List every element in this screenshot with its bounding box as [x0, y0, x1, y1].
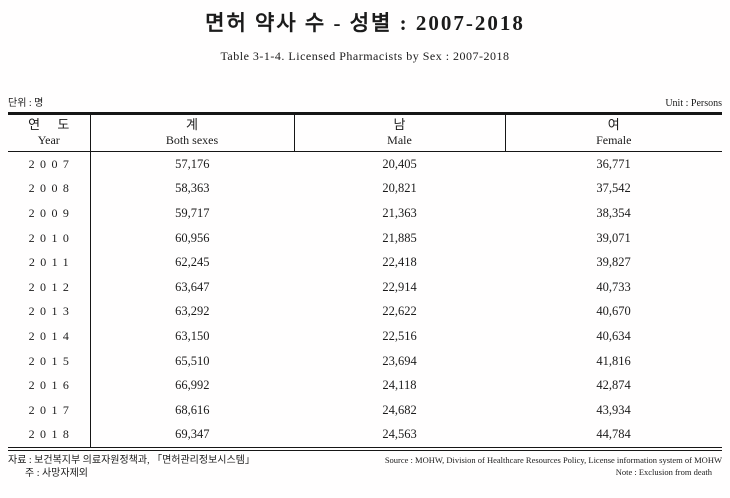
male-cell: 20,821: [382, 181, 417, 196]
male-cell: 22,418: [382, 255, 417, 270]
male-cell: 24,118: [382, 378, 417, 393]
column-header-female-en: Female: [596, 133, 632, 147]
page-title: 면허 약사 수 - 성별 : 2007-2018: [205, 11, 525, 35]
table-row: 2014 63,150 22,516 40,634: [8, 324, 722, 349]
unit-label-en: Unit : Persons: [665, 98, 722, 109]
table-row: 2008 58,363 20,821 37,542: [8, 176, 722, 202]
male-cell: 24,563: [382, 427, 417, 442]
male-cell: 22,914: [382, 279, 417, 294]
female-cell: 36,771: [596, 156, 631, 171]
female-cell: 37,542: [596, 181, 631, 196]
female-cell: 39,827: [596, 255, 631, 270]
footnote-en: Note : Exclusion from death: [615, 467, 712, 478]
column-header-female: 여 Female: [504, 113, 722, 152]
female-cell: 40,634: [596, 328, 631, 343]
year-cell: 2010: [8, 225, 91, 251]
female-cell: 42,874: [596, 378, 631, 393]
total-cell: 57,176: [175, 156, 210, 171]
table-header-row: 연 도 Year 계 Both sexes 남 Male 여 Female: [8, 113, 722, 152]
total-cell: 60,956: [175, 230, 210, 245]
table-row: 2010 60,956 21,885 39,071: [8, 225, 722, 251]
total-cell: 58,363: [175, 181, 210, 196]
total-cell: 63,647: [175, 279, 210, 294]
year-cell: 2016: [8, 373, 91, 398]
footer-english: Source : MOHW, Division of Healthcare Re…: [385, 454, 722, 478]
year-cell: 2018: [8, 422, 91, 450]
year-cell: 2011: [8, 250, 91, 275]
column-header-female-ko: 여: [607, 117, 620, 132]
pharmacists-by-sex-table: 연 도 Year 계 Both sexes 남 Male 여 Female 20…: [8, 112, 722, 452]
column-header-both-sexes: 계 Both sexes: [89, 113, 294, 152]
male-cell: 21,363: [382, 205, 417, 220]
source-note-ko: 자료 : 보건복지부 의료자원정책과, 「면허관리정보시스템」: [8, 455, 255, 467]
year-cell: 2007: [8, 151, 91, 177]
table-row: 2013 63,292 22,622 40,670: [8, 299, 722, 325]
source-note-en: Source : MOHW, Division of Healthcare Re…: [384, 455, 722, 466]
table-row: 2018 69,347 24,563 44,784: [8, 422, 722, 450]
footer-korean: 자료 : 보건복지부 의료자원정책과, 「면허관리정보시스템」 주 : 사망자제…: [8, 454, 255, 480]
female-cell: 40,733: [596, 279, 631, 294]
female-cell: 38,354: [596, 205, 631, 220]
unit-label-ko: 단위 : 명: [8, 98, 44, 109]
table-body: 2007 57,176 20,405 36,771 2008 58,363 20,821 37…: [8, 151, 722, 450]
year-cell: 2012: [8, 274, 91, 300]
column-header-both-sexes-ko: 계: [186, 117, 198, 132]
table-row: 2012 63,647 22,914 40,733: [8, 274, 722, 300]
year-cell: 2014: [8, 324, 91, 349]
table-row: 2007 57,176 20,405 36,771: [8, 151, 722, 177]
female-cell: 39,071: [596, 230, 631, 245]
page-subtitle: Table 3-1-4. Licensed Pharmacists by Sex…: [220, 49, 510, 63]
column-header-year: 연 도 Year: [8, 113, 90, 152]
male-cell: 22,622: [382, 304, 417, 319]
male-cell: 21,885: [382, 230, 417, 245]
male-cell: 20,405: [382, 156, 417, 171]
column-header-male-ko: 남: [393, 117, 406, 132]
column-header-year-ko: 연 도: [28, 117, 70, 132]
female-cell: 43,934: [596, 402, 631, 417]
year-cell: 2013: [8, 299, 91, 325]
total-cell: 63,292: [175, 304, 210, 319]
total-cell: 65,510: [175, 353, 210, 368]
female-cell: 40,670: [596, 304, 631, 319]
year-cell: 2015: [8, 348, 91, 374]
female-cell: 41,816: [596, 353, 631, 368]
table-row: 2015 65,510 23,694 41,816: [8, 348, 722, 374]
total-cell: 62,245: [175, 255, 210, 270]
total-cell: 69,347: [175, 427, 210, 442]
column-header-both-sexes-en: Both sexes: [165, 133, 219, 147]
year-cell: 2008: [8, 176, 91, 202]
column-header-year-en: Year: [37, 133, 60, 147]
male-cell: 23,694: [382, 353, 417, 368]
footer: 자료 : 보건복지부 의료자원정책과, 「면허관리정보시스템」 주 : 사망자제…: [8, 454, 722, 480]
column-header-male: 남 Male: [293, 113, 505, 152]
table-row: 2017 68,616 24,682 43,934: [8, 397, 722, 423]
table-row: 2009 59,717 21,363 38,354: [8, 201, 722, 226]
male-cell: 24,682: [382, 402, 417, 417]
total-cell: 66,992: [175, 378, 210, 393]
total-cell: 63,150: [175, 328, 210, 343]
male-cell: 22,516: [382, 328, 417, 343]
female-cell: 44,784: [596, 427, 631, 442]
unit-row: 단위 : 명 Unit : Persons: [8, 98, 722, 110]
year-cell: 2009: [8, 201, 91, 226]
year-cell: 2017: [8, 397, 91, 423]
footnote-ko: 주 : 사망자제외: [25, 468, 88, 480]
total-cell: 68,616: [175, 402, 210, 417]
total-cell: 59,717: [175, 205, 210, 220]
table-row: 2011 62,245 22,418 39,827: [8, 250, 722, 275]
column-header-male-en: Male: [387, 133, 412, 147]
table-row: 2016 66,992 24,118 42,874: [8, 373, 722, 398]
